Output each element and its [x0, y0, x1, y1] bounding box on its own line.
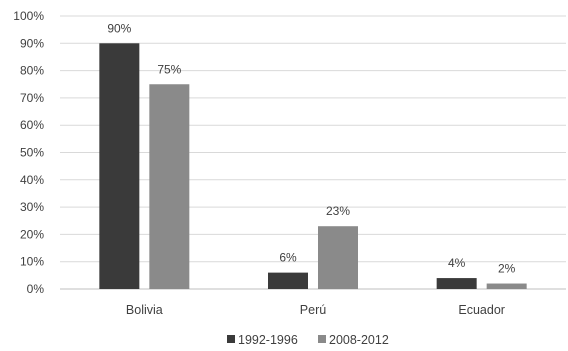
legend-swatch-2008-2012	[318, 335, 326, 343]
y-tick-label: 60%	[20, 118, 44, 132]
y-tick-label: 100%	[13, 9, 44, 23]
legend-label-2008-2012: 2008-2012	[329, 333, 389, 347]
y-axis-ticks: 0% 10% 20% 30% 40% 50% 60% 70% 80% 90% 100%	[13, 9, 44, 296]
data-label: 75%	[157, 62, 181, 76]
bar-bolivia-1992-1996	[99, 43, 140, 289]
category-label-2: Ecuador	[458, 303, 505, 317]
y-tick-label: 20%	[20, 227, 44, 241]
category-label-1: Perú	[300, 303, 326, 317]
category-labels: Bolivia Perú Ecuador	[126, 303, 505, 317]
bar-bolivia-2008-2012	[149, 84, 190, 289]
y-tick-label: 80%	[20, 64, 44, 78]
bar-perú-2008-2012	[318, 226, 358, 289]
y-tick-label: 10%	[20, 255, 44, 269]
y-tick-label: 0%	[27, 282, 45, 296]
bar-ecuador-1992-1996	[436, 278, 477, 289]
bars	[99, 43, 527, 289]
y-tick-label: 70%	[20, 91, 44, 105]
data-label: 6%	[279, 251, 297, 265]
data-label: 2%	[498, 262, 516, 276]
data-labels: 90% 75% 6% 23% 4% 2%	[107, 21, 515, 275]
category-label-0: Bolivia	[126, 303, 163, 317]
data-label: 4%	[448, 256, 466, 270]
legend-label-1992-1996: 1992-1996	[238, 333, 298, 347]
data-label: 23%	[326, 204, 350, 218]
y-tick-label: 40%	[20, 173, 44, 187]
bar-perú-1992-1996	[268, 272, 308, 289]
legend: 1992-1996 2008-2012	[227, 333, 389, 347]
y-tick-label: 90%	[20, 36, 44, 50]
legend-swatch-1992-1996	[227, 335, 235, 343]
y-tick-label: 30%	[20, 200, 44, 214]
bar-ecuador-2008-2012	[486, 283, 527, 289]
data-label: 90%	[107, 21, 131, 35]
y-tick-label: 50%	[20, 146, 44, 160]
gridlines	[60, 15, 566, 263]
